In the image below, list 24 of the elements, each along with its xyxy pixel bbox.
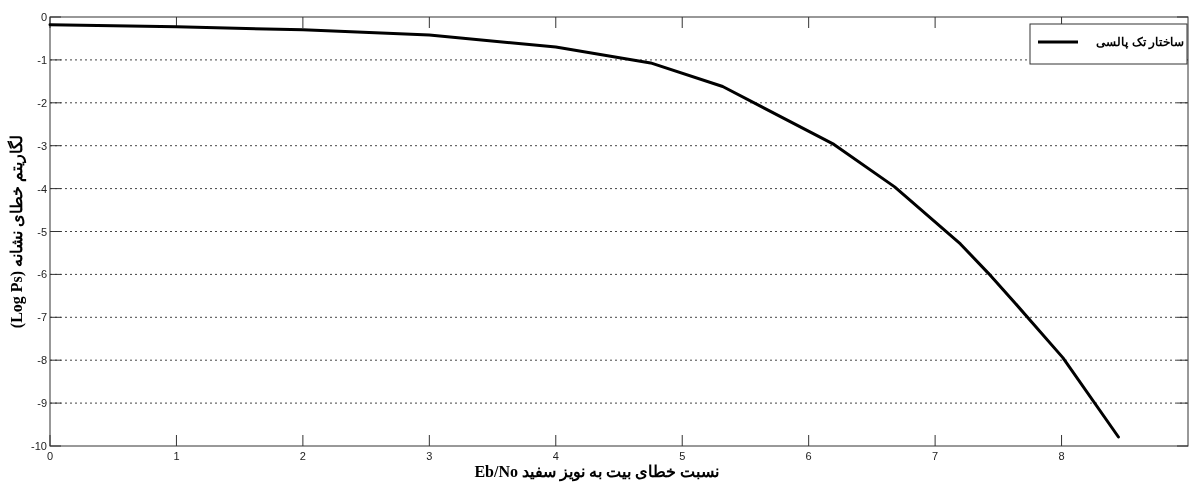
x-tick: 6 <box>805 450 812 462</box>
x-tick: 2 <box>299 450 306 462</box>
y-tick: -2 <box>37 96 47 109</box>
x-tick: 3 <box>426 450 433 462</box>
y-tick: -8 <box>37 354 47 367</box>
y-tick: -10 <box>31 440 47 452</box>
x-tick: 5 <box>679 450 686 462</box>
ylabel: لگاریتم خطای نشانه (Log Ps) <box>8 134 25 329</box>
y-tick: -5 <box>37 225 47 238</box>
x-tick: 7 <box>932 450 939 462</box>
y-tick: -3 <box>37 139 47 152</box>
legend-label: ساختار تک پالسی <box>1096 35 1184 50</box>
x-tick: 1 <box>173 450 180 462</box>
xlabel: نسبت خطای بیت به نویز سفید Eb/No <box>474 463 719 480</box>
y-tick: -7 <box>37 311 47 324</box>
legend: ساختار تک پالسی <box>1029 23 1188 65</box>
y-tick: -1 <box>37 53 47 66</box>
y-tick: -9 <box>37 397 47 410</box>
y-tick: -6 <box>37 268 47 281</box>
x-tick: 0 <box>46 450 54 462</box>
y-tick: -4 <box>37 182 47 195</box>
x-tick: 4 <box>552 450 559 462</box>
y-tick: 0 <box>40 11 47 23</box>
x-tick: 8 <box>1058 450 1065 462</box>
